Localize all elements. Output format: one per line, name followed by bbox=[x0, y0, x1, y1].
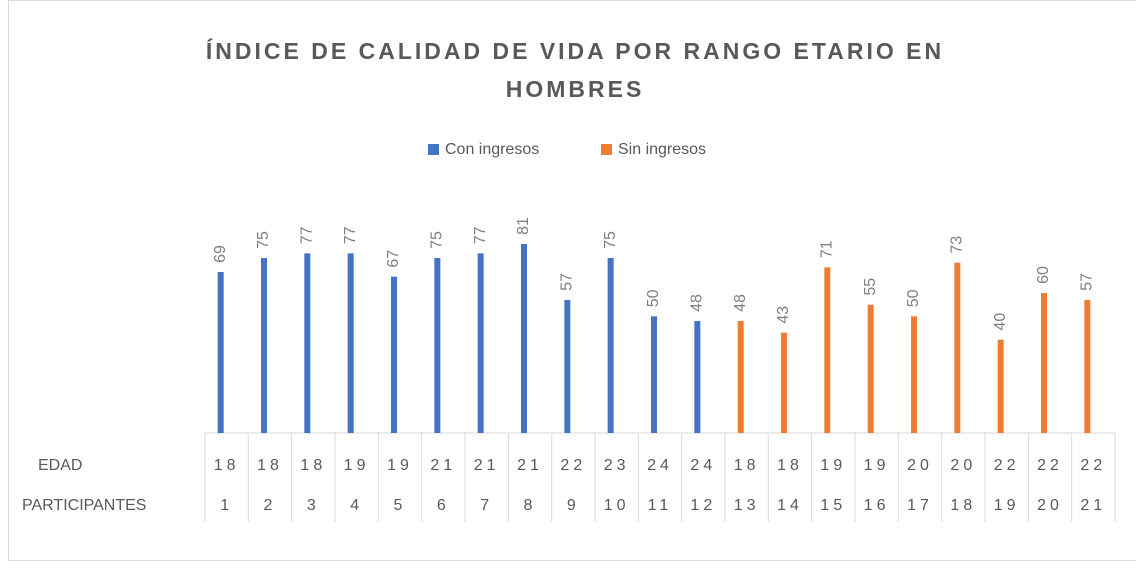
x-tick-label: 24 bbox=[690, 457, 716, 474]
x-tick-label: 4 bbox=[350, 497, 363, 514]
x-tick-label: 19 bbox=[820, 457, 846, 474]
chart-border bbox=[8, 0, 1136, 561]
x-tick-label: 18 bbox=[734, 457, 760, 474]
data-label: 50 bbox=[645, 289, 662, 307]
data-label: 75 bbox=[429, 231, 446, 249]
x-tick-label: 22 bbox=[1037, 457, 1063, 474]
data-label: 75 bbox=[602, 231, 619, 249]
legend-swatch bbox=[601, 144, 612, 155]
legend-label: Con ingresos bbox=[445, 141, 539, 158]
x-tick-label: 21 bbox=[474, 457, 500, 474]
x-tick-label: 2 bbox=[264, 497, 277, 514]
x-tick-label: 11 bbox=[648, 497, 673, 514]
x-tick-label: 19 bbox=[864, 457, 890, 474]
data-label: 48 bbox=[732, 294, 749, 312]
x-tick-label: 24 bbox=[647, 457, 673, 474]
data-label: 43 bbox=[775, 306, 792, 324]
bar bbox=[347, 253, 354, 433]
bar bbox=[867, 304, 874, 433]
x-tick-label: 7 bbox=[480, 497, 493, 514]
x-tick-label: 20 bbox=[907, 457, 933, 474]
data-label: 60 bbox=[1035, 266, 1052, 284]
bar bbox=[824, 267, 831, 433]
bar bbox=[911, 316, 917, 433]
x-tick-label: 14 bbox=[777, 497, 803, 514]
x-tick-label: 19 bbox=[344, 457, 370, 474]
bar bbox=[694, 321, 701, 433]
x-tick-label: 22 bbox=[560, 457, 586, 474]
data-label: 69 bbox=[212, 245, 229, 263]
bar bbox=[781, 332, 787, 433]
bar bbox=[434, 258, 441, 433]
x-tick-label: 17 bbox=[907, 497, 933, 514]
bar bbox=[391, 276, 397, 433]
bar bbox=[1084, 300, 1091, 433]
data-label: 75 bbox=[255, 231, 272, 249]
bar bbox=[261, 258, 267, 433]
data-label: 81 bbox=[515, 217, 532, 235]
x-tick-label: 10 bbox=[604, 497, 630, 514]
data-label: 77 bbox=[299, 226, 316, 244]
data-label: 77 bbox=[472, 226, 489, 244]
x-tick-label: 3 bbox=[307, 497, 320, 514]
bar bbox=[651, 316, 657, 433]
data-label: 67 bbox=[385, 250, 402, 268]
x-tick-label: 16 bbox=[864, 497, 890, 514]
bar bbox=[521, 244, 527, 433]
x-tick-label: 21 bbox=[1080, 497, 1106, 514]
bar bbox=[607, 258, 614, 433]
x-tick-label: 21 bbox=[517, 457, 543, 474]
chart-title: ÍNDICE DE CALIDAD DE VIDA POR RANGO ETAR… bbox=[205, 38, 945, 102]
x-tick-label: 22 bbox=[1080, 457, 1106, 474]
x-tick-label: 1 bbox=[220, 497, 233, 514]
x-tick-label: 18 bbox=[777, 457, 803, 474]
data-label: 73 bbox=[949, 236, 966, 254]
data-label: 77 bbox=[342, 226, 359, 244]
data-label: 50 bbox=[905, 289, 922, 307]
bar bbox=[477, 253, 484, 433]
x-tick-label: 23 bbox=[604, 457, 630, 474]
row-label: EDAD bbox=[38, 457, 82, 474]
bar bbox=[217, 272, 224, 433]
bar bbox=[997, 339, 1004, 433]
data-label: 40 bbox=[992, 313, 1009, 331]
x-tick-label: 19 bbox=[387, 457, 413, 474]
x-tick-label: 15 bbox=[820, 497, 846, 514]
x-tick-label: 18 bbox=[214, 457, 240, 474]
x-tick-label: 18 bbox=[950, 497, 976, 514]
x-tick-label: 8 bbox=[524, 497, 537, 514]
x-tick-label: 20 bbox=[950, 457, 976, 474]
legend-label: Sin ingresos bbox=[618, 141, 706, 158]
data-label: 57 bbox=[559, 273, 576, 291]
x-tick-label: 5 bbox=[394, 497, 407, 514]
x-tick-label: 18 bbox=[300, 457, 326, 474]
data-label: 71 bbox=[819, 240, 836, 258]
data-label: 55 bbox=[862, 278, 879, 296]
data-label: 57 bbox=[1079, 273, 1096, 291]
x-tick-label: 19 bbox=[994, 497, 1020, 514]
x-tick-label: 22 bbox=[994, 457, 1020, 474]
x-tick-label: 6 bbox=[437, 497, 450, 514]
bar bbox=[954, 262, 961, 433]
bar bbox=[1041, 293, 1047, 433]
x-tick-label: 13 bbox=[734, 497, 760, 514]
x-tick-label: 21 bbox=[430, 457, 456, 474]
x-tick-label: 9 bbox=[567, 497, 580, 514]
bar bbox=[737, 321, 744, 433]
x-tick-label: 18 bbox=[257, 457, 283, 474]
row-label: PARTICIPANTES bbox=[22, 497, 146, 514]
data-label: 48 bbox=[689, 294, 706, 312]
bar bbox=[564, 300, 571, 433]
legend-swatch bbox=[428, 144, 439, 155]
bar bbox=[304, 253, 311, 433]
x-tick-label: 12 bbox=[690, 497, 716, 514]
x-tick-label: 20 bbox=[1037, 497, 1063, 514]
